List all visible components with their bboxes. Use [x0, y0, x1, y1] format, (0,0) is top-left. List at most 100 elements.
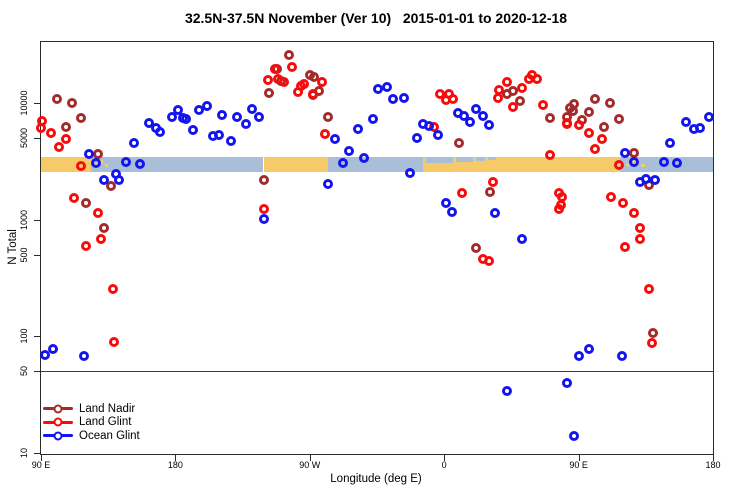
x-axis-tick-label: 180 — [167, 460, 183, 470]
data-point-ocean-glint — [367, 113, 378, 124]
legend-item-land-nadir: Land Nadir — [43, 402, 140, 416]
data-point-ocean-glint — [254, 111, 265, 122]
data-point-ocean-glint — [484, 119, 494, 130]
data-point-ocean-glint — [83, 148, 94, 159]
x-axis-tick-label: 90 E — [569, 460, 588, 470]
data-point-land-nadir — [61, 121, 72, 132]
data-point-ocean-glint — [404, 167, 415, 178]
data-point-land-glint — [279, 77, 290, 87]
data-point-ocean-glint — [433, 129, 444, 140]
data-point-land-nadir — [52, 93, 63, 104]
x-axis-tick — [41, 455, 42, 461]
map-band-segment-ocean — [327, 157, 424, 172]
data-point-land-glint — [109, 337, 120, 348]
data-point-land-glint — [634, 223, 645, 234]
data-point-land-nadir — [322, 112, 333, 122]
data-point-ocean-glint — [382, 81, 393, 92]
map-band-patch — [455, 157, 473, 162]
map-band-patch — [105, 164, 108, 167]
data-point-ocean-glint — [470, 103, 481, 114]
data-point-ocean-glint — [424, 120, 435, 131]
data-point-land-nadir — [590, 93, 601, 104]
data-point-land-glint — [61, 133, 72, 144]
legend-marker-icon — [43, 417, 73, 427]
data-point-land-glint — [590, 143, 601, 154]
map-band-segment-land — [263, 157, 328, 172]
data-point-land-glint — [484, 255, 494, 266]
data-point-land-nadir — [567, 105, 578, 116]
legend-label: Ocean Glint — [79, 429, 140, 442]
data-point-ocean-glint — [516, 233, 527, 244]
data-point-ocean-glint — [330, 133, 341, 144]
data-point-land-nadir — [485, 186, 496, 197]
data-point-ocean-glint — [180, 113, 191, 124]
y-axis-tick-label: 5000 — [19, 128, 29, 149]
data-point-ocean-glint — [464, 116, 475, 127]
data-point-land-glint — [561, 118, 572, 129]
data-point-land-glint — [619, 242, 630, 253]
y-axis-tick — [34, 254, 40, 256]
data-point-land-glint — [606, 192, 617, 203]
data-point-ocean-glint — [240, 118, 251, 129]
x-axis-tick-label: 90 W — [299, 460, 321, 470]
data-point-ocean-glint — [458, 110, 469, 121]
data-point-ocean-glint — [446, 207, 457, 218]
data-point-land-nadir — [613, 113, 624, 124]
data-point-land-nadir — [584, 106, 595, 117]
data-point-land-glint — [584, 128, 595, 139]
data-point-land-nadir — [80, 197, 91, 208]
data-point-ocean-glint — [91, 158, 102, 169]
data-point-land-nadir — [258, 175, 269, 186]
x-axis-tick — [713, 455, 714, 461]
data-point-land-nadir — [604, 97, 615, 108]
plot-area: Land Nadir Land Glint Ocean Glint 10 50 100 5… — [19, 41, 721, 470]
data-point-ocean-glint — [358, 153, 369, 164]
x-axis-tick-label: 90 E — [31, 460, 51, 470]
data-point-ocean-glint — [616, 350, 627, 361]
data-point-land-nadir — [515, 95, 526, 106]
data-point-land-glint — [554, 204, 565, 215]
data-point-ocean-glint — [619, 147, 630, 158]
chart-title: 32.5N-37.5N November (Ver 10) 2015-01-01… — [184, 10, 568, 26]
data-point-land-glint — [537, 99, 548, 110]
data-point-ocean-glint — [489, 207, 500, 218]
data-point-land-nadir — [598, 121, 609, 132]
y-axis-tick-label: 10 — [19, 447, 29, 459]
data-point-ocean-glint — [664, 137, 675, 148]
y-axis-tick — [34, 336, 40, 338]
data-point-ocean-glint — [561, 377, 572, 388]
data-point-ocean-glint — [167, 111, 178, 122]
data-point-ocean-glint — [440, 197, 451, 208]
data-point-ocean-glint — [388, 93, 399, 104]
data-point-ocean-glint — [201, 100, 212, 111]
data-point-ocean-glint — [634, 176, 645, 187]
y-axis-tick-label: 50 — [19, 366, 29, 377]
data-point-land-glint — [36, 122, 46, 133]
map-band-patch — [476, 157, 486, 161]
data-point-ocean-glint — [478, 110, 489, 121]
data-point-land-glint — [307, 89, 318, 100]
x-axis-tick-label: 0 — [441, 460, 447, 470]
data-point-land-glint — [488, 176, 499, 187]
y-axis-tick-label: 10000 — [19, 90, 29, 116]
data-point-ocean-glint — [672, 158, 683, 169]
data-point-ocean-glint — [501, 385, 512, 396]
data-point-land-glint — [557, 192, 568, 203]
data-point-land-glint — [516, 83, 527, 94]
map-band-segment-inland-sea — [423, 157, 501, 172]
data-point-land-nadir — [92, 148, 103, 159]
y-axis-tick-label: 500 — [19, 247, 29, 263]
data-point-land-glint — [613, 159, 624, 170]
data-point-ocean-glint — [322, 178, 333, 189]
data-point-land-glint — [319, 128, 330, 139]
x-axis-title: Longitude (deg E) — [330, 473, 422, 485]
data-point-land-glint — [95, 233, 106, 244]
data-point-land-glint — [618, 197, 629, 208]
data-point-ocean-glint — [258, 214, 269, 225]
data-point-land-glint — [434, 89, 445, 100]
data-point-ocean-glint — [703, 111, 714, 122]
legend-item-ocean-glint: Ocean Glint — [43, 429, 140, 443]
data-point-ocean-glint — [40, 350, 51, 361]
data-point-ocean-glint — [658, 156, 669, 167]
y-axis-tick-label: 1000 — [19, 209, 29, 230]
